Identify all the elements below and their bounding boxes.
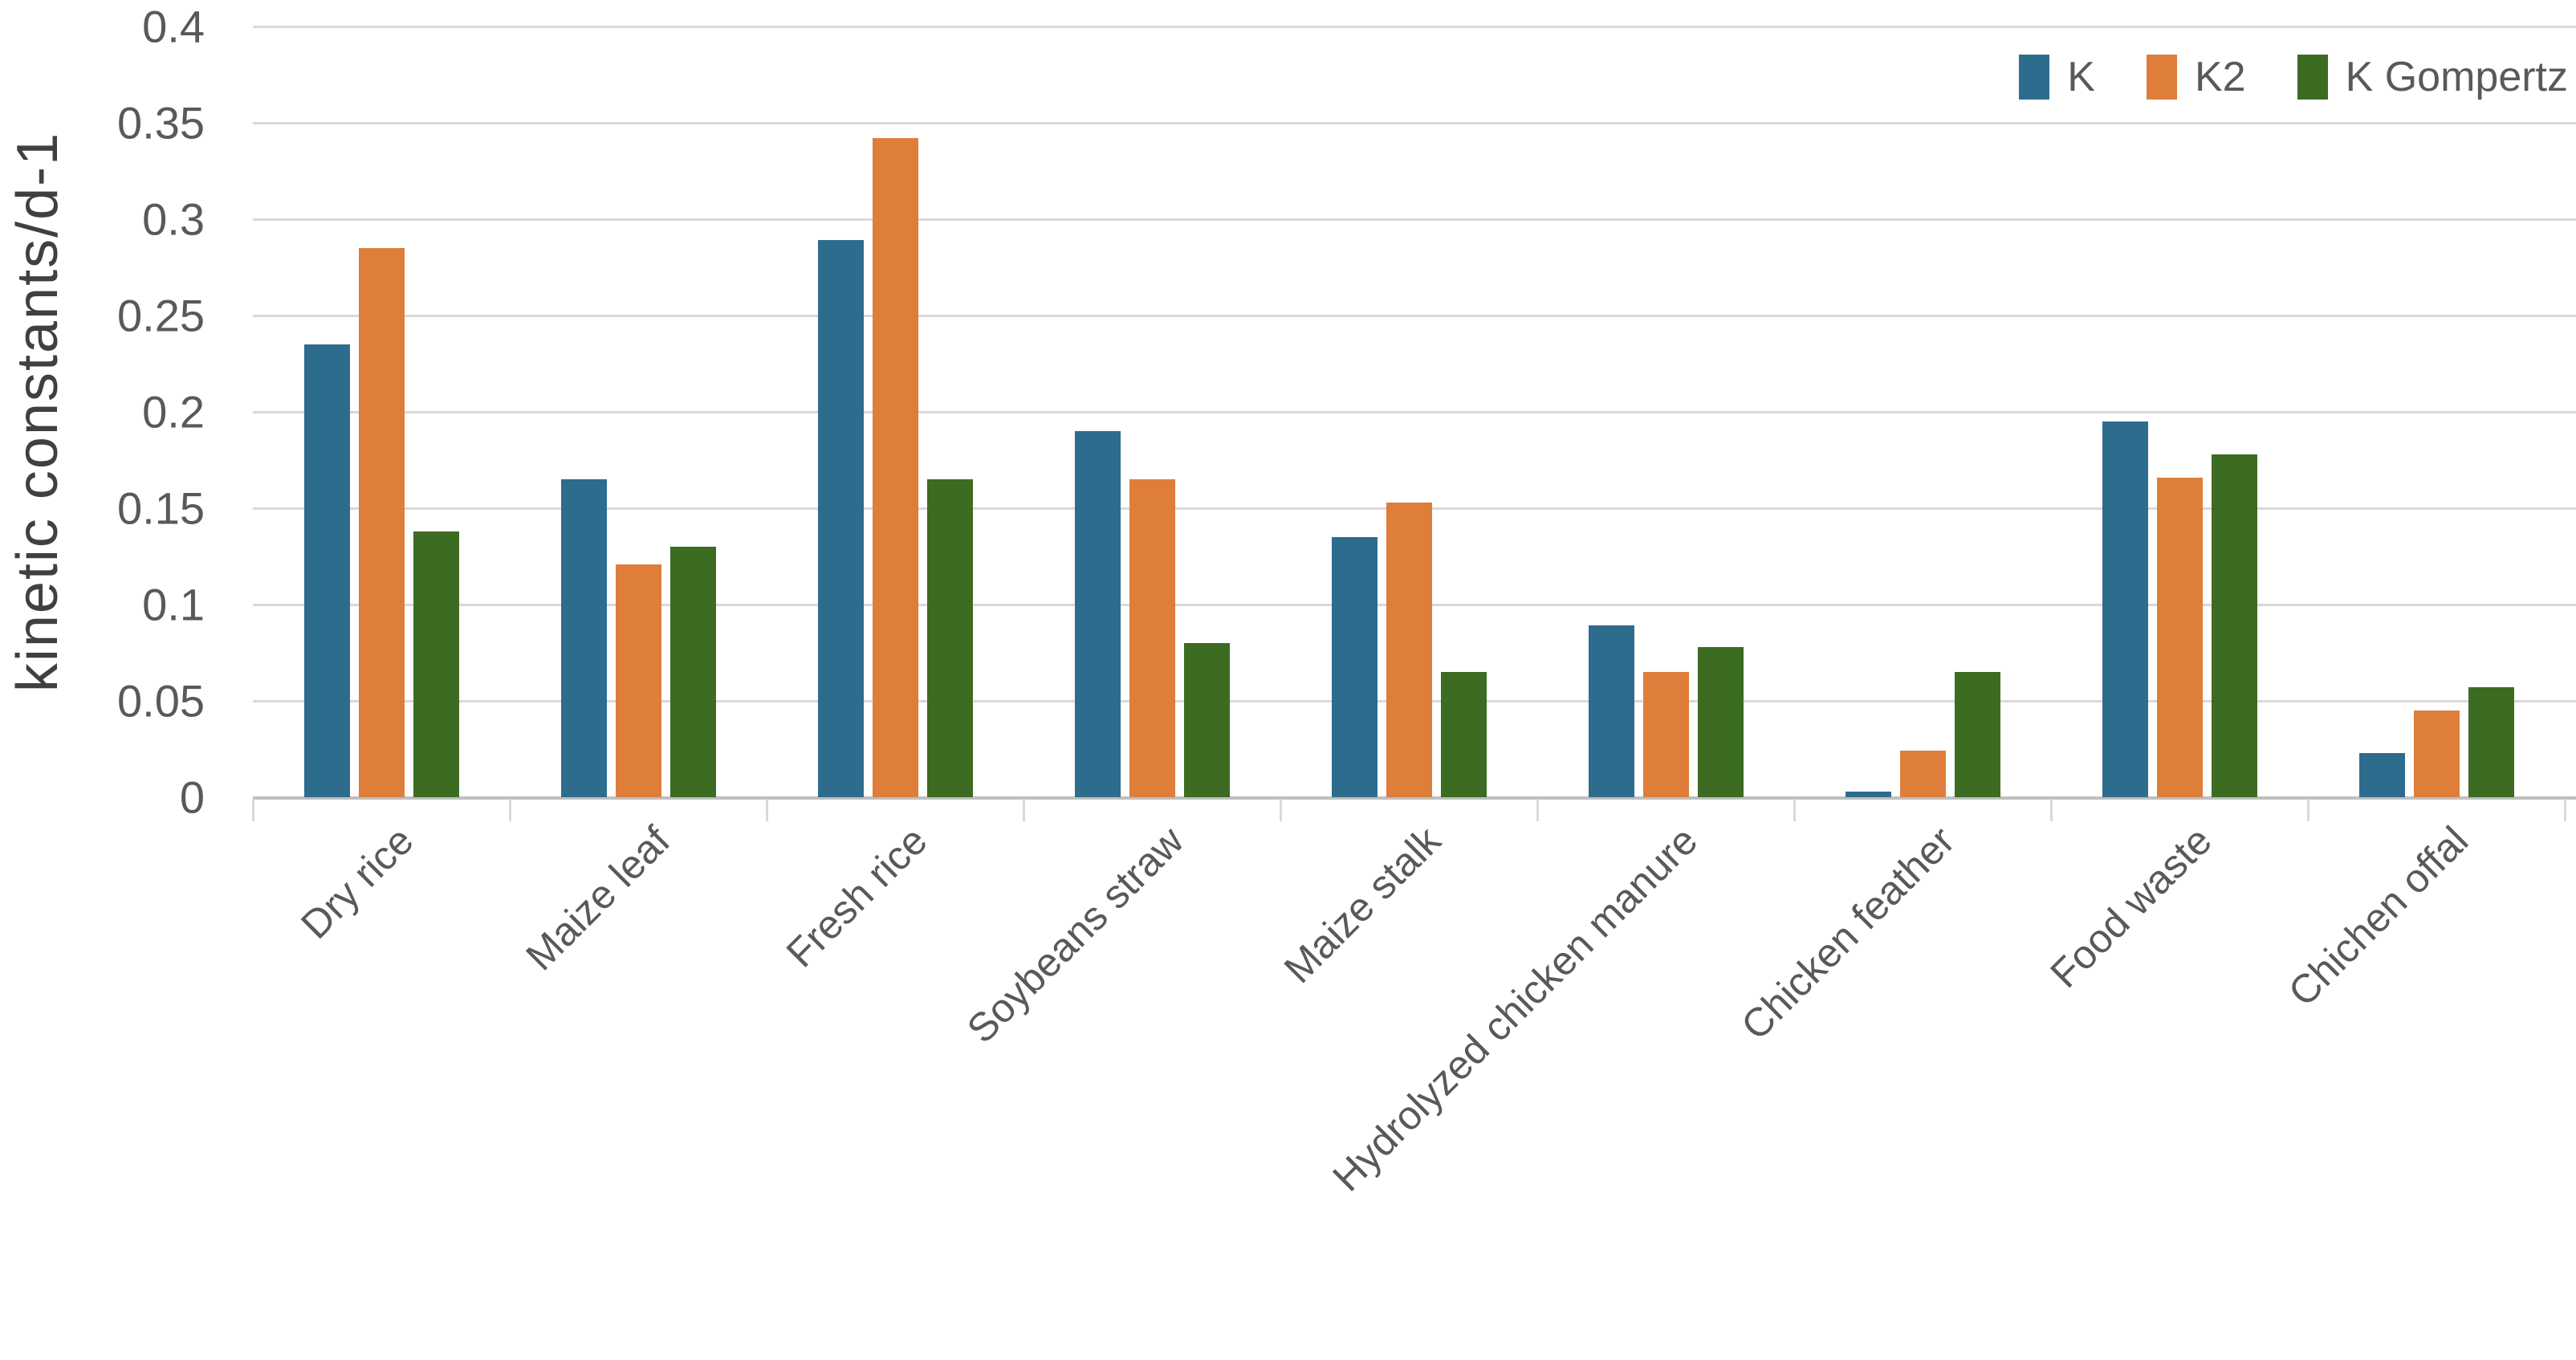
category-axis-tick	[252, 799, 254, 821]
bar-k-gompertz	[1697, 646, 1744, 797]
category-axis-tick	[2307, 799, 2309, 821]
legend-label: K Gompertz	[2345, 54, 2568, 100]
bar-k-gompertz	[2211, 454, 2257, 797]
gridline	[253, 315, 2576, 317]
category-axis-tick	[1793, 799, 1796, 821]
category-axis-tick	[1280, 799, 1282, 821]
gridline	[253, 122, 2576, 124]
legend-swatch	[2019, 55, 2050, 100]
x-tick-label-text: Dry rice	[291, 817, 422, 948]
category-axis-tick	[1536, 799, 1539, 821]
bar-k-gompertz	[1954, 672, 2000, 797]
category-axis-tick	[1023, 799, 1025, 821]
bar-k	[1331, 537, 1378, 797]
y-tick-label: 0.35	[117, 97, 205, 149]
legend-item-k-gompertz: K Gompertz	[2297, 53, 2568, 101]
legend-label: K	[2067, 54, 2095, 100]
y-tick-label: 0.4	[142, 1, 205, 52]
y-tick-label: 0.2	[142, 386, 205, 438]
x-tick-label-text: Chichen offal	[2279, 817, 2477, 1016]
x-tick-label-text: Fresh rice	[777, 817, 936, 976]
y-tick-label: 0.25	[117, 290, 205, 341]
category-axis-tick	[2050, 799, 2053, 821]
gridline	[253, 411, 2576, 413]
category-axis-tick	[509, 799, 511, 821]
gridline	[253, 26, 2576, 28]
bar-k	[560, 479, 607, 797]
bar-k	[2358, 752, 2405, 797]
y-tick-label: 0.05	[117, 675, 205, 727]
bar-k-gompertz	[669, 547, 716, 797]
bar-k	[2102, 421, 2148, 797]
legend-item-k2: K2	[2146, 53, 2246, 101]
bar-k2	[1129, 479, 1175, 797]
gridline	[253, 218, 2576, 221]
bar-k-gompertz	[1440, 672, 1487, 797]
bar-k	[303, 344, 350, 797]
category-axis-tick	[766, 799, 768, 821]
bar-k2	[2413, 711, 2460, 797]
bar-k-gompertz	[1183, 643, 1230, 797]
legend-swatch	[2297, 55, 2328, 100]
y-tick-label: 0	[179, 772, 205, 823]
bar-k	[1074, 431, 1121, 797]
y-tick-label: 0.1	[142, 579, 205, 630]
y-tick-label: 0.15	[117, 483, 205, 534]
bar-k	[1845, 791, 1891, 797]
category-axis-tick	[2564, 799, 2566, 821]
bar-k-gompertz	[2468, 687, 2514, 797]
bar-k2	[2156, 477, 2203, 797]
x-tick-label-text: Food waste	[2041, 817, 2220, 997]
x-tick-label-text: Maize stalk	[1275, 817, 1450, 992]
x-tick-label-text: Maize leaf	[517, 817, 679, 979]
bar-k2	[358, 248, 405, 797]
bar-k	[1588, 625, 1634, 797]
legend-label: K2	[2194, 54, 2246, 100]
bar-k	[817, 240, 864, 797]
x-axis-line	[253, 796, 2576, 800]
legend-swatch	[2146, 55, 2177, 100]
x-tick-label-text: Soybeans straw	[958, 817, 1193, 1052]
y-tick-label: 0.3	[142, 193, 205, 245]
bar-k-gompertz	[413, 531, 459, 797]
bar-k2	[1642, 672, 1689, 797]
legend: K K2 K Gompertz	[2019, 53, 2568, 101]
bar-k2	[1899, 751, 1946, 797]
legend-item-k: K	[2019, 53, 2095, 101]
bar-k2	[872, 138, 918, 797]
bar-k2	[615, 564, 661, 797]
bar-k2	[1386, 502, 1432, 797]
x-tick-label-text: Chicken feather	[1732, 817, 1964, 1049]
bar-k-gompertz	[926, 479, 973, 797]
